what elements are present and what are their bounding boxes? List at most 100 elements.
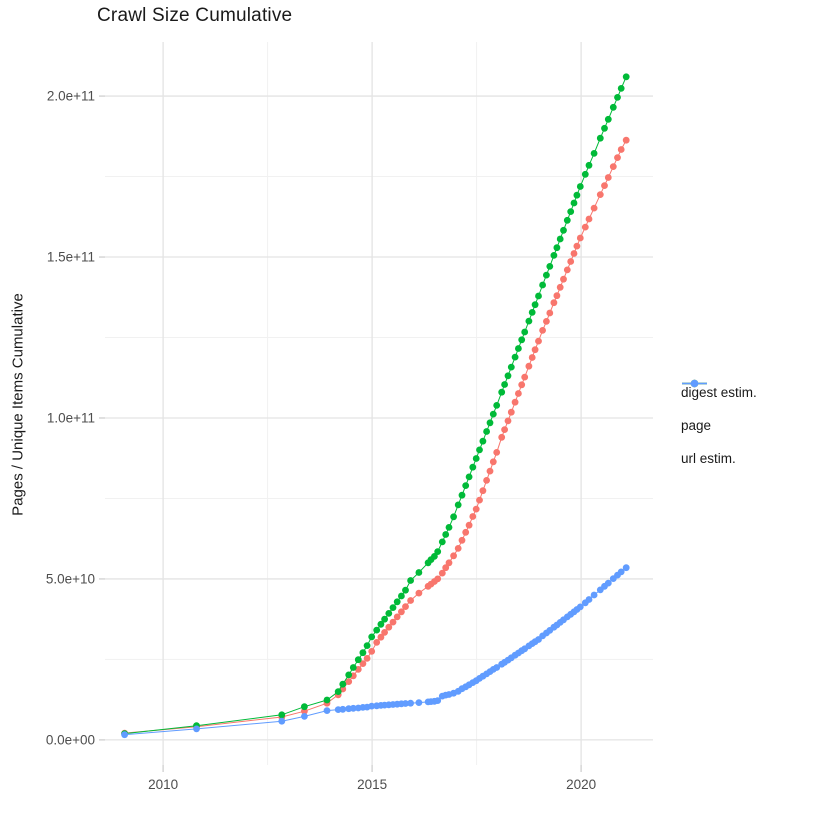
data-point-page — [345, 671, 353, 679]
data-point-digest — [469, 513, 477, 520]
legend-key-url-icon — [682, 379, 707, 388]
data-point-url — [415, 699, 423, 706]
data-point-digest — [445, 559, 453, 567]
data-point-digest — [528, 354, 536, 361]
data-point-digest — [543, 318, 550, 325]
y-tick-label: 1.5e+11 — [47, 250, 95, 265]
data-point-digest — [614, 154, 621, 162]
data-point-page — [450, 513, 457, 521]
data-point-page — [465, 473, 473, 481]
data-point-digest — [486, 467, 494, 475]
data-point-digest — [385, 623, 393, 631]
data-point-page — [539, 281, 546, 289]
data-point-page — [493, 402, 501, 409]
data-point-page — [442, 531, 450, 538]
data-point-digest — [458, 536, 466, 544]
data-point-digest — [604, 174, 612, 181]
data-point-digest — [472, 505, 480, 513]
data-point-page — [535, 292, 542, 300]
data-point-page — [507, 363, 515, 371]
legend-label-digest: digest estim. — [681, 385, 757, 400]
data-point-page — [476, 446, 483, 454]
data-point-page — [363, 642, 371, 649]
data-point-page — [601, 124, 608, 132]
data-point-digest — [462, 528, 470, 536]
data-point-digest — [438, 569, 446, 577]
data-point-page — [515, 345, 522, 352]
data-point-page — [323, 696, 331, 704]
data-point-page — [354, 656, 362, 664]
data-point-digest — [531, 346, 539, 354]
legend-item-page: page — [681, 379, 757, 442]
data-point-digest — [479, 487, 487, 495]
data-point-page — [445, 524, 453, 531]
y-tick-label: 1.0e+11 — [47, 410, 95, 425]
data-point-digest — [511, 398, 519, 406]
data-point-page — [469, 463, 477, 471]
data-point-digest — [489, 458, 497, 466]
data-point-page — [415, 569, 423, 576]
data-point-digest — [563, 266, 571, 274]
legend-label-url: url estim. — [681, 451, 736, 466]
data-point-digest — [525, 362, 533, 370]
series-line-page — [124, 76, 627, 735]
data-point-url — [622, 564, 630, 572]
data-point-digest — [504, 417, 512, 425]
data-point-page — [585, 161, 593, 169]
data-point-page — [458, 491, 466, 499]
data-point-page — [573, 191, 581, 199]
data-point-digest — [393, 613, 401, 621]
y-tick-label: 5.0e+10 — [46, 571, 95, 586]
data-point-page — [614, 94, 621, 101]
data-point-page — [434, 548, 442, 555]
data-point-digest — [442, 564, 450, 572]
data-point-page — [546, 263, 554, 270]
data-point-digest — [601, 182, 608, 190]
data-point-url — [368, 702, 376, 710]
data-point-digest — [576, 234, 584, 242]
chart-title: Crawl Size Cumulative — [97, 5, 293, 26]
data-point-page — [462, 482, 470, 489]
data-point-digest — [585, 215, 593, 223]
data-point-page — [531, 301, 539, 309]
data-point-page — [377, 620, 385, 628]
data-point-page — [402, 586, 409, 594]
data-point-digest — [398, 608, 405, 616]
data-point-url — [339, 705, 347, 713]
data-point-page — [278, 711, 286, 719]
data-point-digest — [521, 373, 529, 381]
data-point-url — [590, 591, 598, 599]
data-point-digest — [389, 618, 397, 626]
data-point-digest — [373, 639, 381, 646]
data-point-page — [368, 633, 376, 641]
data-point-digest — [515, 390, 522, 397]
data-point-page — [389, 604, 397, 611]
data-point-digest — [402, 603, 409, 610]
data-point-digest — [454, 545, 462, 552]
data-point-digest — [570, 250, 578, 257]
data-point-digest — [546, 309, 554, 317]
data-point-page — [590, 150, 598, 157]
data-point-page — [431, 553, 438, 560]
x-tick-label: 2015 — [357, 777, 387, 792]
data-point-digest — [415, 589, 423, 597]
data-point-page — [483, 428, 490, 435]
legend-label-page: page — [681, 418, 712, 433]
data-point-digest — [359, 660, 367, 667]
data-point-digest — [535, 337, 542, 345]
data-point-page — [556, 235, 564, 243]
data-point-digest — [622, 136, 630, 144]
data-point-page — [604, 115, 612, 123]
data-point-url — [121, 731, 128, 739]
data-point-page — [511, 353, 519, 361]
y-tick-label: 2.0e+11 — [47, 89, 95, 104]
data-point-digest — [617, 146, 625, 153]
data-point-digest — [450, 552, 457, 560]
data-point-page — [518, 336, 526, 344]
data-point-page — [581, 170, 589, 178]
data-point-digest — [507, 408, 515, 416]
data-point-url — [323, 707, 331, 714]
data-point-page — [472, 455, 480, 462]
data-point-page — [489, 410, 497, 418]
